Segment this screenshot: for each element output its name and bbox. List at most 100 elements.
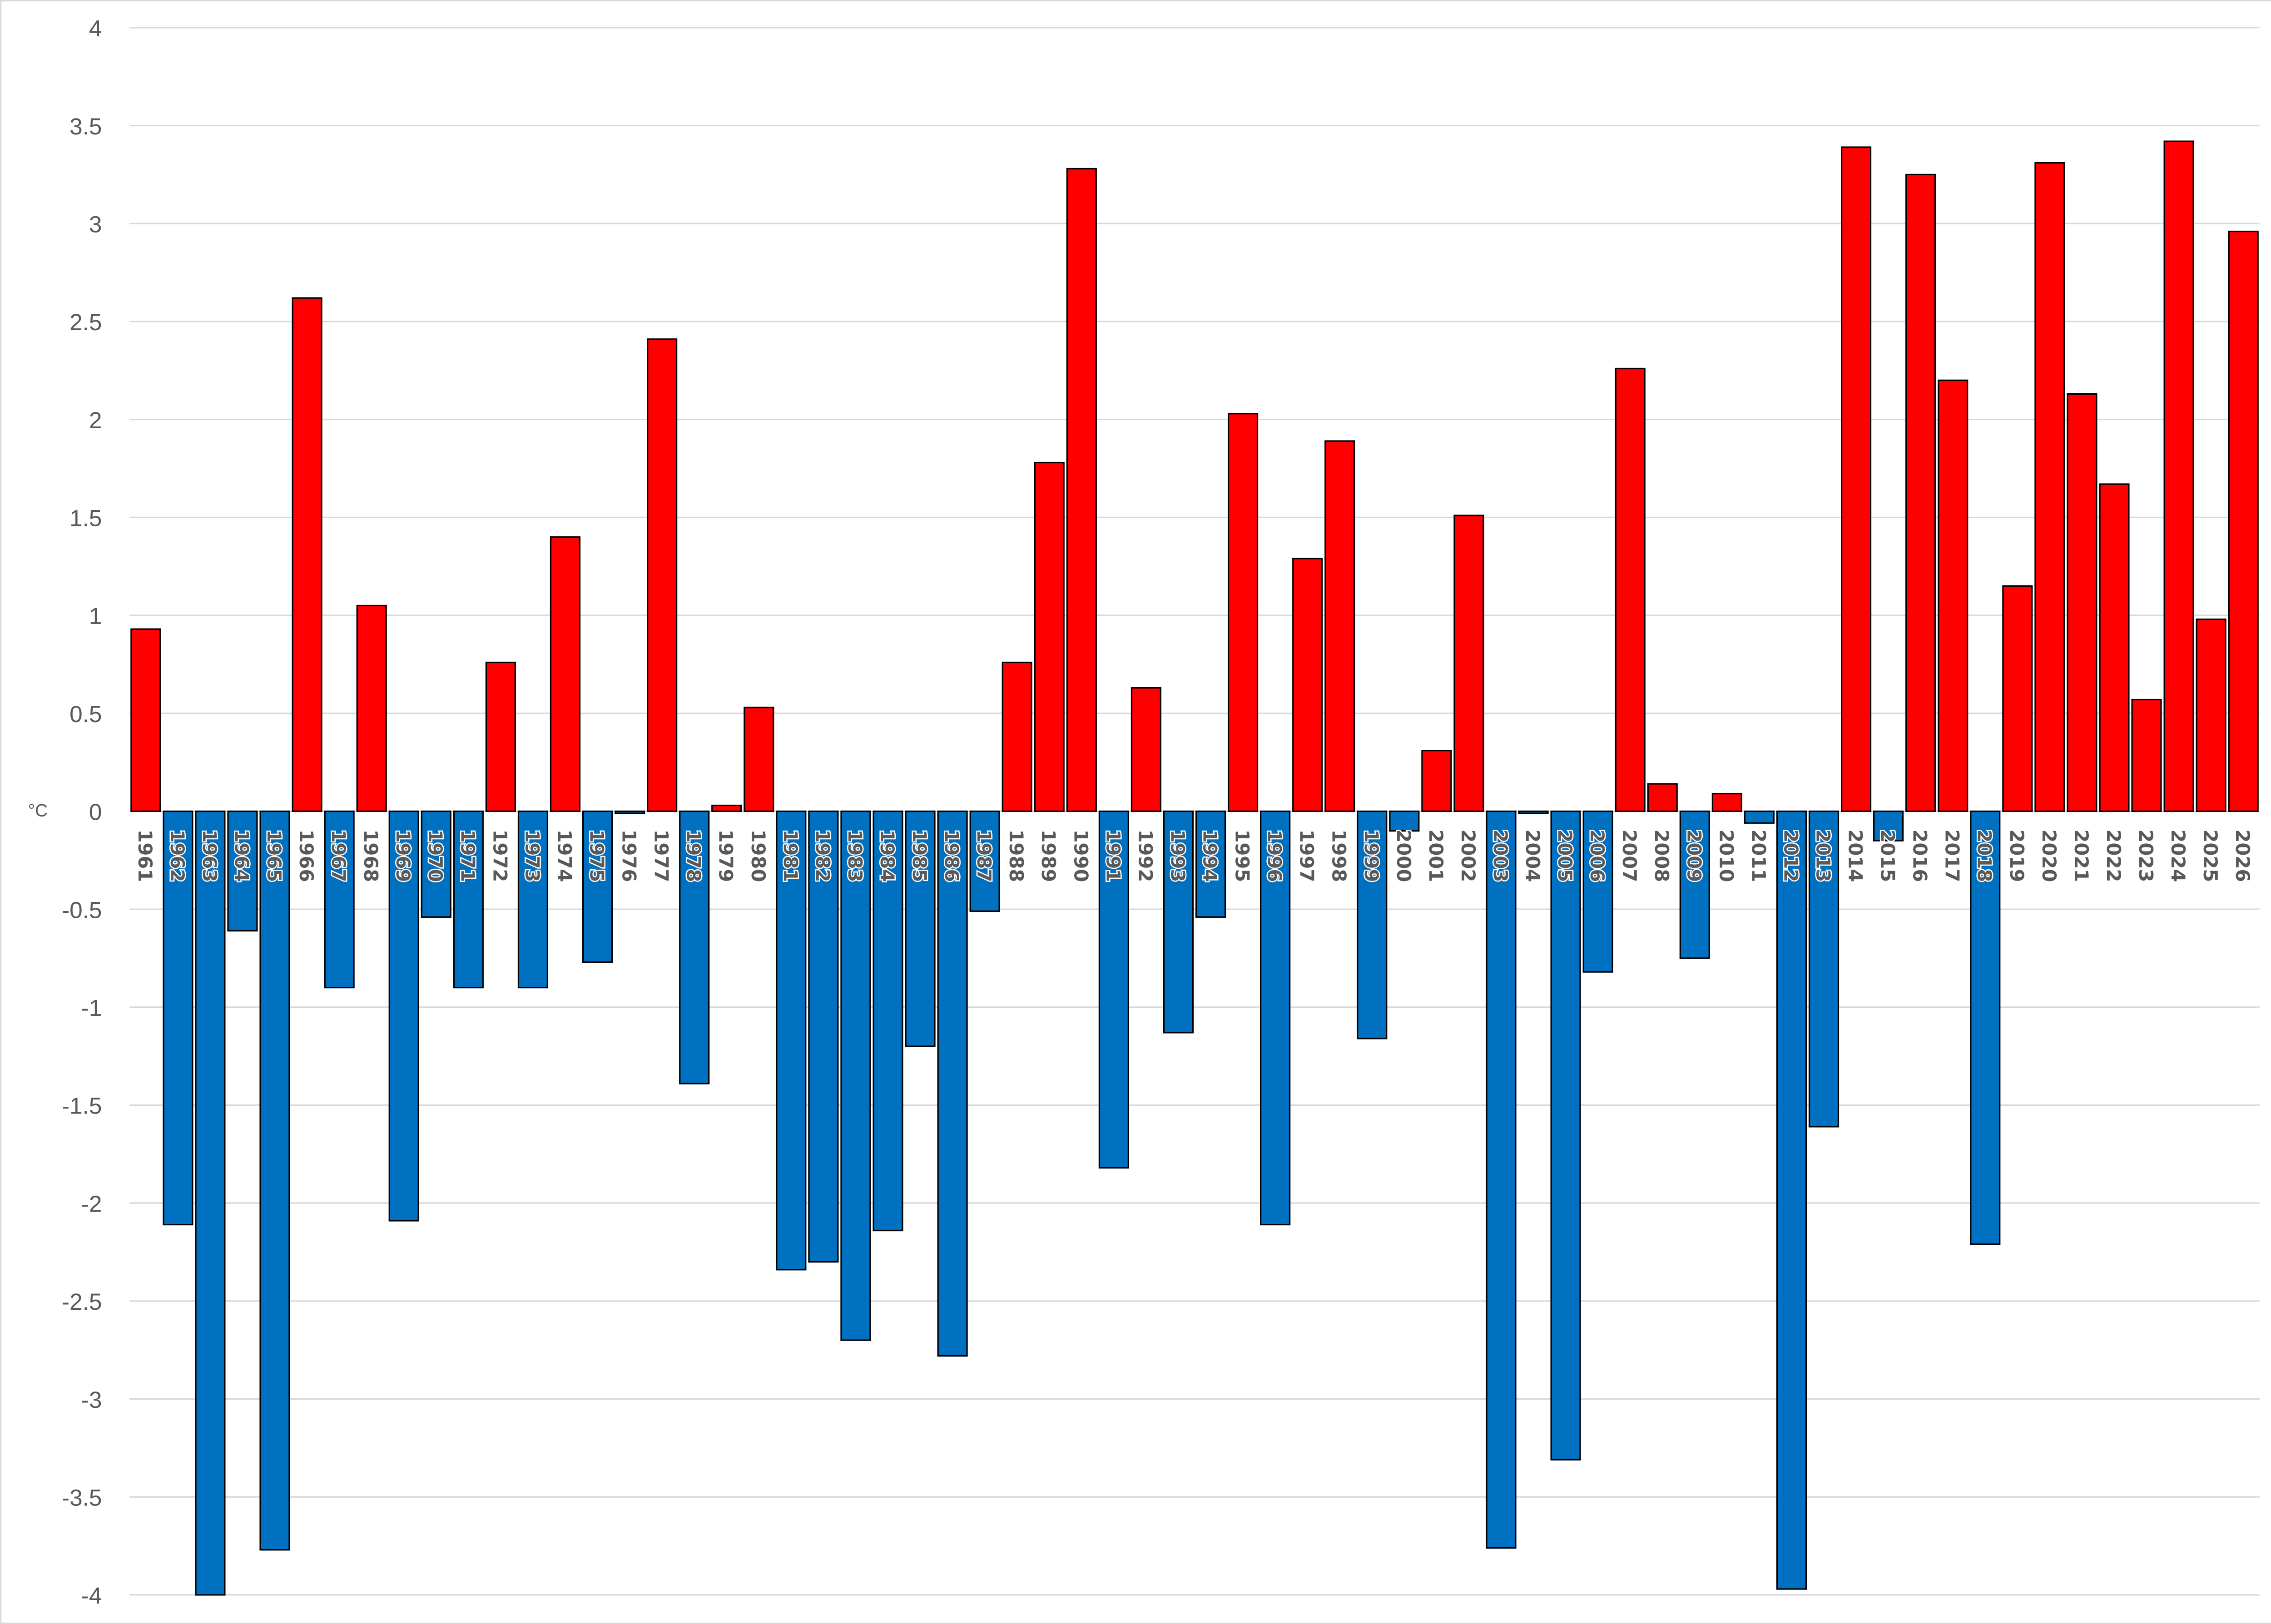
bar-2019 xyxy=(2002,585,2033,812)
x-tick-label: 2017 xyxy=(1941,829,1964,882)
x-tick-label: 1995 xyxy=(1231,829,1254,882)
bar-1995 xyxy=(1227,413,1259,812)
bar-1992 xyxy=(1131,687,1161,812)
bar-1997 xyxy=(1292,558,1323,812)
bar-1989 xyxy=(1034,461,1065,812)
bar-2017 xyxy=(1938,379,1969,812)
x-tick-label: 2024 xyxy=(2167,829,2189,882)
bar-2002 xyxy=(1453,515,1484,812)
bar-2014 xyxy=(1840,146,1872,812)
bar-2007 xyxy=(1615,367,1646,812)
bars xyxy=(130,140,2259,1596)
bar-2013 xyxy=(1808,810,1840,1128)
x-tick-label: 2016 xyxy=(1909,829,1931,882)
x-tick-label: 1962 xyxy=(166,829,188,882)
bar-1990 xyxy=(1066,168,1097,812)
bar-1963 xyxy=(195,810,226,1596)
bar-2000 xyxy=(1389,810,1420,832)
x-tick-label: 2015 xyxy=(1877,829,1899,882)
y-tick-label: 3 xyxy=(89,211,102,237)
y-tick-label: -4 xyxy=(81,1583,102,1609)
x-tick-label: 2013 xyxy=(1812,829,1834,882)
bar-2026 xyxy=(2228,230,2259,812)
x-tick-label: 1969 xyxy=(392,829,414,882)
bar-1999 xyxy=(1357,810,1388,1040)
bar-1975 xyxy=(582,810,613,963)
bar-2003 xyxy=(1486,810,1517,1549)
bar-1980 xyxy=(744,707,774,812)
x-tick-label: 1964 xyxy=(231,829,253,882)
bar-2005 xyxy=(1550,810,1581,1461)
x-tick-label: 1986 xyxy=(941,829,963,882)
bar-2024 xyxy=(2163,140,2194,812)
bar-1998 xyxy=(1324,440,1355,812)
bar-1996 xyxy=(1260,810,1291,1226)
x-tick-label: 1973 xyxy=(521,829,543,882)
bar-1964 xyxy=(227,810,258,932)
bar-1988 xyxy=(1002,661,1032,812)
x-tick-label: 1993 xyxy=(1166,829,1189,882)
x-tick-label: 2006 xyxy=(1586,829,1608,882)
bar-1979 xyxy=(711,804,742,812)
x-tick-label: 1965 xyxy=(263,829,285,882)
x-tick-label: 2012 xyxy=(1780,829,1802,882)
bar-1976 xyxy=(615,810,645,814)
bar-1972 xyxy=(485,661,516,812)
y-tick-label: 0.5 xyxy=(69,701,102,727)
x-tick-label: 2000 xyxy=(1393,829,1415,882)
bar-1984 xyxy=(873,810,903,1232)
bar-2011 xyxy=(1744,810,1775,824)
x-tick-label: 1989 xyxy=(1037,829,1060,882)
x-tick-label: 2011 xyxy=(1747,829,1770,882)
y-tick-label: 2 xyxy=(89,407,102,433)
x-tick-label: 1963 xyxy=(198,829,221,882)
bar-1962 xyxy=(163,810,193,1226)
x-tick-label: 2010 xyxy=(1715,829,1737,882)
x-tick-label: 1972 xyxy=(489,829,511,882)
bar-2016 xyxy=(1905,173,1936,812)
bar-2012 xyxy=(1776,810,1807,1590)
x-axis-ticks: 1961 1962 1963 1964 1965 1966 1967 1968 1969 1970… xyxy=(133,828,2255,883)
bar-1973 xyxy=(517,810,549,989)
x-tick-label: 1976 xyxy=(618,829,640,882)
x-tick-label: 1998 xyxy=(1328,829,1350,882)
y-tick-label: -1 xyxy=(81,995,102,1021)
bar-1994 xyxy=(1195,810,1226,918)
y-tick-label: 2.5 xyxy=(69,309,102,335)
bar-1961 xyxy=(130,628,161,812)
x-tick-label: 2001 xyxy=(1425,829,1447,882)
y-axis-unit-label: °C xyxy=(28,801,48,821)
x-tick-label: 2014 xyxy=(1845,829,1867,882)
x-tick-label: 2009 xyxy=(1683,829,1705,882)
x-tick-label: 1980 xyxy=(747,829,769,882)
bar-1982 xyxy=(808,810,839,1263)
x-tick-label: 2025 xyxy=(2199,829,2221,882)
y-axis-ticks: 4 3.5 3 2.5 2 1.5 1 0.5 0 -0.5 -1 -1.5 -2 -2.5 -3 -3.5 -… xyxy=(62,15,102,1609)
x-tick-label: 2022 xyxy=(2102,829,2125,882)
bar-1965 xyxy=(259,810,290,1551)
x-tick-label: 1994 xyxy=(1199,829,1221,882)
bar-1970 xyxy=(421,810,451,918)
bar-1993 xyxy=(1163,810,1194,1034)
x-tick-label: 1974 xyxy=(553,829,575,882)
x-tick-label: 1975 xyxy=(586,829,608,882)
x-tick-label: 1968 xyxy=(360,829,382,882)
x-tick-label: 1996 xyxy=(1264,829,1286,882)
bar-2009 xyxy=(1679,810,1710,959)
bar-1966 xyxy=(292,297,322,812)
x-tick-label: 1961 xyxy=(134,829,156,882)
x-tick-label: 1983 xyxy=(844,829,866,882)
x-tick-label: 1997 xyxy=(1296,829,1318,882)
x-tick-label: 2008 xyxy=(1651,829,1673,882)
bar-1983 xyxy=(840,810,871,1341)
y-tick-label: -0.5 xyxy=(62,897,102,923)
bar-2008 xyxy=(1647,783,1678,812)
x-tick-label: 1985 xyxy=(908,829,931,882)
x-tick-label: 2018 xyxy=(1973,829,1996,882)
x-tick-label: 1987 xyxy=(973,829,995,882)
x-tick-label: 2021 xyxy=(2070,829,2092,882)
x-tick-label: 2003 xyxy=(1489,829,1512,882)
x-tick-label: 1981 xyxy=(779,829,802,882)
bar-2006 xyxy=(1582,810,1613,973)
